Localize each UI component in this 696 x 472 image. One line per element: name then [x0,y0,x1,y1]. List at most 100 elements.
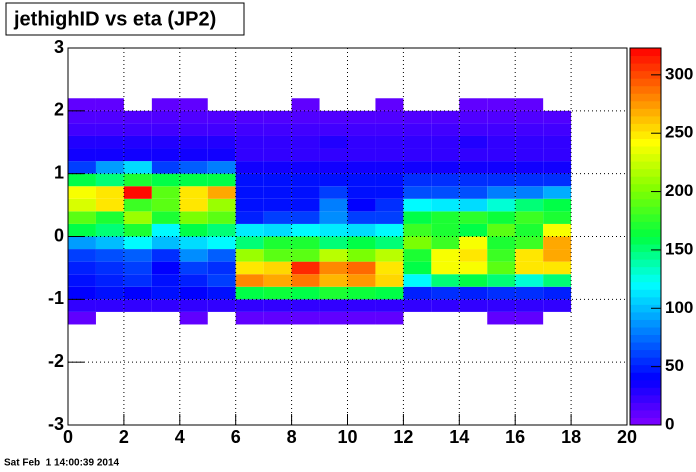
cell [403,198,432,212]
cell [235,161,264,174]
cell [151,261,180,275]
cell [95,299,124,312]
cell [68,299,96,312]
cell [403,186,432,199]
cell [543,148,572,162]
cell [375,98,404,111]
cell [375,274,404,287]
cell [68,110,96,124]
z-tick-label: 150 [665,239,693,258]
cell [179,198,208,212]
cell [319,311,348,325]
cell [68,236,96,250]
cell [207,198,236,212]
cell [543,173,572,187]
cell [459,135,488,149]
cell [319,299,348,312]
cell [487,286,516,300]
cell [68,286,96,300]
colorbar-band [630,289,661,298]
cell [515,286,544,300]
colorbar-band [630,191,661,200]
colorbar-band [630,198,661,207]
cell [543,135,572,149]
cell [235,236,264,250]
cell [263,286,292,300]
cell [123,148,152,162]
colorbar-band [630,311,661,320]
cell [291,211,320,224]
cell [207,236,236,250]
cell [459,148,488,162]
cell [347,274,376,287]
cell [543,274,572,287]
cell [291,311,320,325]
cell [123,135,152,149]
colorbar-frame [629,47,662,426]
x-tick-label: 0 [63,427,73,447]
cell [151,236,180,250]
cell [543,123,572,136]
x-tick-label: 2 [119,427,129,447]
cell [263,186,292,199]
cell [487,135,516,149]
cell [347,198,376,212]
cell [543,186,572,199]
colorbar-band [630,244,661,253]
cell [123,223,152,237]
cell [263,173,292,187]
cell [459,249,488,262]
cell [515,249,544,262]
cell [347,249,376,262]
cell [207,274,236,287]
cell [95,173,124,187]
cell [347,148,376,162]
cell [68,148,96,162]
cell [515,223,544,237]
cell [403,173,432,187]
colorbar-band [630,372,661,381]
cell [515,123,544,136]
cell [487,173,516,187]
cell [235,211,264,224]
z-tick-label: 0 [665,414,674,433]
cell [347,161,376,174]
cell [291,110,320,124]
cell [403,161,432,174]
cell [487,123,516,136]
colorbar-band [630,409,661,418]
colorbar-band [630,130,661,139]
cell [123,110,152,124]
cell [347,135,376,149]
z-tick-label: 250 [665,123,693,142]
cell [123,173,152,187]
cell [459,274,488,287]
cell [68,249,96,262]
cell [291,173,320,187]
cell [68,223,96,237]
cell [207,211,236,224]
colorbar-band [630,85,661,94]
cell [459,286,488,300]
cell [263,135,292,149]
cell [263,223,292,237]
cell [291,98,320,111]
cell [291,186,320,199]
cell [68,211,96,224]
cell [319,223,348,237]
cell [291,274,320,287]
cell [123,286,152,300]
cell [459,173,488,187]
cell [403,299,432,312]
colorbar-band [630,357,661,366]
cell [263,123,292,136]
cell [347,110,376,124]
colorbar-band [630,115,661,124]
y-tick-label: 3 [54,37,64,57]
cell [207,261,236,275]
colorbar-band [630,48,661,57]
x-tick-label: 16 [505,427,525,447]
cell [291,148,320,162]
cell [515,261,544,275]
cell [68,198,96,212]
